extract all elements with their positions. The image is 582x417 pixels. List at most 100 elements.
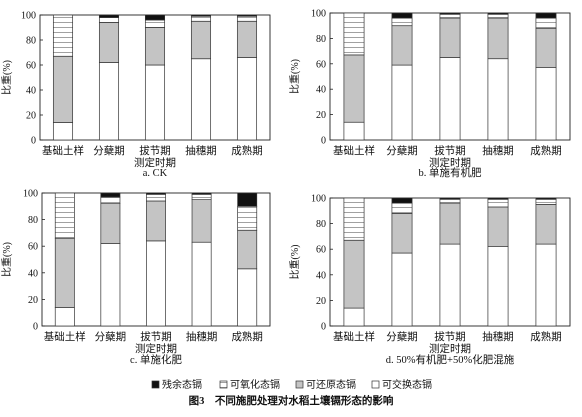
bar-segment-1-0-2 [52,14,74,57]
bar-segment-3-3-0 [191,241,212,327]
y-axis-label: 比重(%) [288,59,301,94]
bar-segment-2-3-2 [487,13,509,19]
bar-segment-4-1-0 [391,252,413,327]
x-tick-label: 成熟期 [530,330,562,343]
x-tick-label: 基础土样 [42,144,84,157]
y-tick-label: 60 [28,242,38,253]
bar-segment-1-1-1 [98,22,120,63]
bar-segment-3-1-0 [100,243,121,327]
panel-caption: b. 单施有机肥 [419,166,482,179]
bar-segment-2-3-0 [487,58,509,141]
bar-segment-2-4-2 [535,17,557,29]
bar-segment-4-4-1 [535,204,557,245]
x-axis-label: 测定时期 [134,156,176,169]
y-tick-label: 0 [33,322,38,333]
x-tick-label: 抽穗期 [482,330,514,343]
legend-label: 可交换态镉 [382,378,432,391]
bar-segment-2-0-2 [343,12,365,56]
chart-panel-2: 0 20 40 60 80 100 比重(%) 基础土样 分蘖期 拔节期 抽穗期 成熟期测定时期b. … [288,9,571,179]
bar-segment-2-2-1 [439,17,461,58]
bar-segment-1-0-1 [52,55,74,123]
y-tick-label: 40 [28,268,38,279]
bar-segment-2-2-2 [439,13,461,19]
bar-segment-3-0-2 [54,192,75,239]
bar-segment-1-2-3 [144,14,166,21]
bar-segment-2-4-3 [535,12,557,19]
bar-segment-1-0-0 [52,122,74,141]
y-tick-label: 80 [26,36,36,47]
bar-segment-3-3-2 [191,193,212,201]
bar-segment-2-1-1 [391,25,413,66]
bar-segment-2-2-0 [439,57,461,141]
legend-swatch [295,380,304,389]
bar-segment-2-4-1 [535,27,557,68]
bar-segment-1-2-0 [144,64,166,141]
y-tick-label: 40 [316,270,326,281]
bar-segment-2-1-0 [391,64,413,141]
bar-segment-2-1-3 [391,12,413,19]
y-tick-label: 20 [28,295,38,306]
bar-segment-4-2-0 [439,243,461,327]
y-tick-label: 60 [316,59,326,70]
chart-panel-4: 0 20 40 60 80 100 比重(%) 基础土样 分蘖期 拔节期 抽穗期 成熟期测定时期d. … [288,194,571,366]
bar-segment-3-0-0 [54,307,75,327]
y-axis-label: 比重(%) [0,242,13,277]
bar-segment-4-4-3 [535,197,557,200]
bar-segment-3-4-1 [237,229,258,270]
x-tick-label: 分蘖期 [95,330,127,343]
chart-panel-3: 0 20 40 60 80 100 比重(%) 基础土样 分蘖期 拔节期 抽穗期 成熟期测定时期c. … [0,189,271,366]
bar-segment-1-3-0 [190,58,212,141]
bar-segment-3-1-1 [100,203,121,244]
bar-segment-1-3-3 [190,14,212,17]
y-tick-label: 80 [316,219,326,230]
bar-segment-1-2-2 [144,19,166,28]
x-tick-label: 成熟期 [231,330,263,343]
bar-segment-3-2-1 [146,200,166,242]
bar-segment-4-1-2 [391,202,413,214]
panel-caption: a. CK [143,168,168,179]
bar-segment-3-3-3 [191,192,212,195]
y-tick-label: 20 [26,111,36,122]
legend-swatch [151,380,160,389]
bar-segment-2-1-2 [391,17,413,27]
x-tick-label: 基础土样 [44,330,86,343]
bar-segment-4-3-0 [487,246,509,327]
bar-segment-1-2-1 [144,27,166,66]
panel-caption: c. 单施化肥 [130,353,182,366]
bar-segment-4-4-0 [535,243,557,327]
bar-segment-4-1-3 [391,197,413,204]
x-tick-label: 分蘖期 [93,144,125,157]
bar-segment-1-3-2 [190,15,212,22]
figure-caption: 图3 不同施肥处理对水稻土壤镉形态的影响 [189,394,394,407]
x-tick-label: 基础土样 [333,330,375,343]
panel-caption: d. 50%有机肥+50%化肥混施 [386,353,515,366]
bar-segment-3-4-0 [237,268,258,327]
bar-segment-1-4-1 [236,20,258,58]
chart-panel-1: 0 20 40 60 80 100 比重(%) 基础土样 分蘖期 拔节期 抽穗期 成熟期测定时期a. … [0,11,271,179]
bar-segment-4-3-3 [487,197,509,200]
x-tick-label: 基础土样 [333,144,375,157]
bar-segment-3-1-3 [100,192,121,198]
bar-segment-4-2-2 [439,198,461,204]
y-axis-label: 比重(%) [0,60,13,95]
bar-segment-3-4-2 [237,205,258,231]
x-tick-label: 成熟期 [530,144,562,157]
y-tick-label: 80 [28,215,38,226]
bar-segment-2-4-0 [535,67,557,141]
bar-segment-1-3-1 [190,20,212,60]
bar-segment-4-0-2 [343,197,365,241]
x-tick-label: 拔节期 [139,144,171,157]
x-tick-label: 成熟期 [231,144,263,157]
x-tick-label: 拔节期 [434,144,466,157]
y-tick-label: 20 [316,296,326,307]
bar-segment-1-1-0 [98,62,120,141]
bar-segment-2-3-3 [487,12,509,15]
bar-segment-3-1-2 [100,196,121,204]
x-axis-label: 测定时期 [429,156,471,169]
x-tick-label: 抽穗期 [482,144,514,157]
legend-label: 可氧化态镉 [230,378,280,391]
y-tick-label: 20 [316,110,326,121]
bar-segment-3-2-2 [146,193,166,202]
bar-segment-1-4-0 [236,57,258,141]
